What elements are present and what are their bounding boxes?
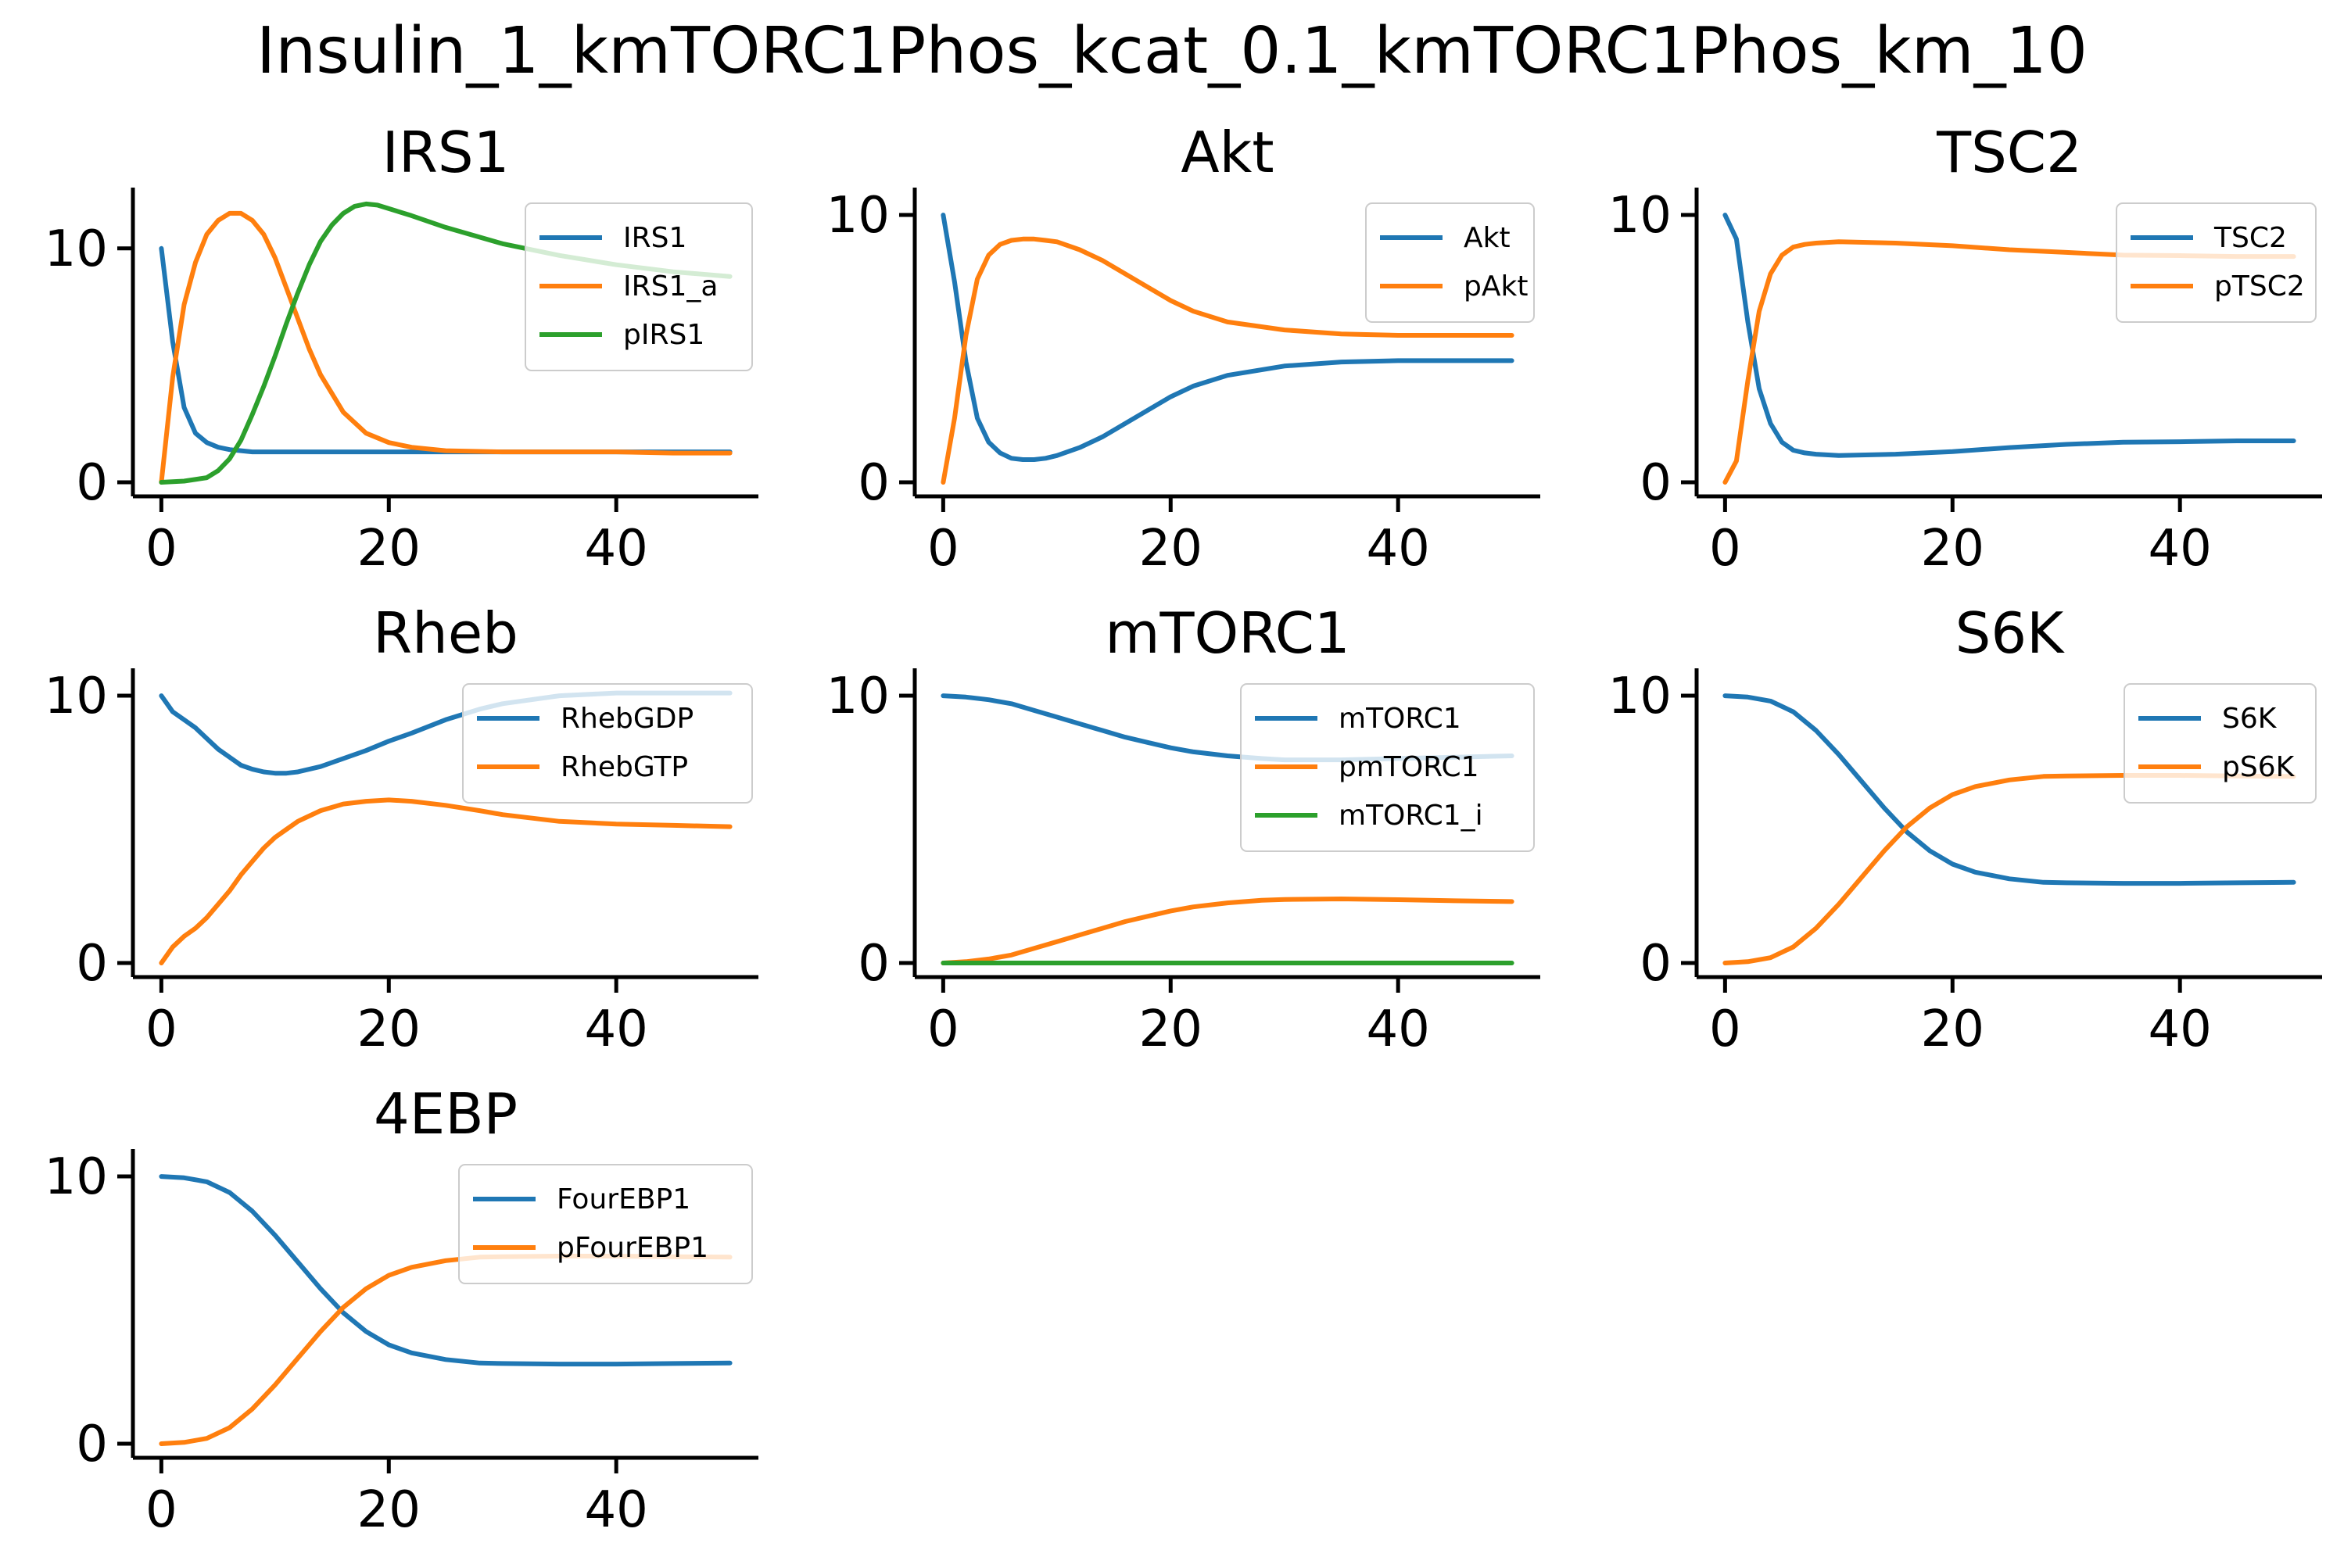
y-tick-label: 10 bbox=[1608, 668, 1672, 725]
series-line-pmtorc1 bbox=[941, 897, 1514, 965]
legend-label-pirs1: pIRS1 bbox=[623, 319, 704, 351]
legend: FourEBP1 pFourEBP1 bbox=[458, 1164, 753, 1284]
y-tick-label: 10 bbox=[45, 1148, 108, 1206]
x-tick-label: 0 bbox=[145, 1001, 177, 1058]
legend-label-akt: Akt bbox=[1464, 222, 1511, 254]
series-line-pirs1 bbox=[159, 201, 733, 485]
legend-label-pfourebp1: pFourEBP1 bbox=[557, 1232, 708, 1264]
legend: Akt pAkt bbox=[1365, 202, 1535, 323]
series-line-tsc2 bbox=[1722, 213, 2296, 458]
y-tick-label: 10 bbox=[826, 668, 890, 725]
series-line-ps6k bbox=[1722, 773, 2296, 965]
subplot-title: mTORC1 bbox=[1105, 600, 1349, 666]
y-tick-label: 0 bbox=[1640, 935, 1672, 993]
legend-label-rhebgdp: RhebGDP bbox=[561, 703, 694, 735]
legend-label-pmtorc1: pmTORC1 bbox=[1339, 751, 1479, 783]
subplot-s6k: S6K 0 20 40 0 10 S6K pS6K bbox=[1608, 600, 2322, 1058]
subplot-title: S6K bbox=[1955, 600, 2066, 666]
legend-label-irs1: IRS1 bbox=[623, 222, 686, 254]
y-tick-label: 0 bbox=[1640, 454, 1672, 512]
subplot-title: 4EBP bbox=[374, 1081, 518, 1147]
subplot-akt: Akt 0 20 40 0 10 Akt pAkt bbox=[826, 120, 1540, 578]
x-tick-label: 20 bbox=[357, 1001, 421, 1058]
legend: mTORC1 pmTORC1 mTORC1_i bbox=[1240, 683, 1535, 852]
y-tick-label: 10 bbox=[826, 187, 890, 245]
y-tick-label: 0 bbox=[76, 1416, 108, 1473]
legend-label-tsc2: TSC2 bbox=[2213, 222, 2287, 254]
subplot-title: Akt bbox=[1181, 120, 1274, 185]
y-tick-label: 0 bbox=[858, 935, 890, 993]
y-tick-label: 10 bbox=[45, 668, 108, 725]
x-tick-label: 40 bbox=[2148, 520, 2211, 578]
subplot-title: Rheb bbox=[373, 600, 518, 666]
subplot-title: TSC2 bbox=[1936, 120, 2082, 185]
y-tick-label: 0 bbox=[858, 454, 890, 512]
legend-label-fourebp1: FourEBP1 bbox=[557, 1183, 690, 1215]
series-line-akt bbox=[941, 213, 1514, 462]
subplot-tsc2: TSC2 0 20 40 0 10 TSC2 pTSC2 bbox=[1608, 120, 2322, 578]
x-tick-label: 40 bbox=[584, 520, 647, 578]
series-line-s6k bbox=[1722, 693, 2296, 886]
figure-title: Insulin_1_kmTORC1Phos_kcat_0.1_kmTORC1Ph… bbox=[256, 14, 2088, 88]
legend-label-irs1_a: IRS1_a bbox=[623, 270, 718, 303]
legend-box bbox=[462, 683, 753, 804]
legend-box bbox=[458, 1164, 753, 1284]
legend-label-rhebgtp: RhebGTP bbox=[561, 751, 688, 783]
subplot-irs1: IRS1 0 20 40 0 10 IRS1 IRS1_a pIRS1 bbox=[45, 120, 758, 578]
legend-label-mtorc1_i: mTORC1_i bbox=[1339, 800, 1483, 832]
x-tick-label: 20 bbox=[1139, 520, 1202, 578]
legend-box bbox=[2116, 202, 2317, 323]
subplot-4ebp: 4EBP 0 20 40 0 10 FourEBP1 pFourEBP1 bbox=[45, 1081, 758, 1539]
series-line-rhebgtp bbox=[159, 797, 733, 965]
x-tick-label: 20 bbox=[1921, 1001, 1984, 1058]
legend: RhebGDP RhebGTP bbox=[462, 683, 753, 804]
legend-label-s6k: S6K bbox=[2222, 703, 2278, 735]
x-tick-label: 20 bbox=[1139, 1001, 1202, 1058]
x-tick-label: 0 bbox=[927, 1001, 959, 1058]
y-tick-label: 0 bbox=[76, 935, 108, 993]
legend-label-mtorc1: mTORC1 bbox=[1339, 703, 1461, 735]
x-tick-label: 0 bbox=[1709, 1001, 1741, 1058]
legend: IRS1 IRS1_a pIRS1 bbox=[525, 202, 753, 371]
x-tick-label: 40 bbox=[1366, 1001, 1429, 1058]
x-tick-label: 0 bbox=[145, 520, 177, 578]
x-tick-label: 0 bbox=[145, 1481, 177, 1539]
legend-box bbox=[2124, 683, 2317, 804]
series-line-fourebp1 bbox=[159, 1174, 733, 1367]
x-tick-label: 0 bbox=[1709, 520, 1741, 578]
subplot-title: IRS1 bbox=[382, 120, 510, 185]
legend-label-ptsc2: pTSC2 bbox=[2214, 270, 2305, 303]
x-tick-label: 40 bbox=[2148, 1001, 2211, 1058]
series-line-pakt bbox=[941, 236, 1514, 485]
x-tick-label: 40 bbox=[1366, 520, 1429, 578]
legend-label-ps6k: pS6K bbox=[2222, 751, 2296, 783]
legend: TSC2 pTSC2 bbox=[2116, 202, 2317, 323]
legend-box bbox=[1240, 683, 1535, 852]
x-tick-label: 20 bbox=[357, 1481, 421, 1539]
legend: S6K pS6K bbox=[2124, 683, 2317, 804]
series-line-irs1_a bbox=[159, 210, 733, 485]
subplot-mtorc1: mTORC1 0 20 40 0 10 mTORC1 pmTORC1 mTORC1_i bbox=[826, 600, 1540, 1058]
y-tick-label: 10 bbox=[1608, 187, 1672, 245]
legend-box bbox=[525, 202, 753, 371]
x-tick-label: 0 bbox=[927, 520, 959, 578]
x-tick-label: 40 bbox=[584, 1001, 647, 1058]
x-tick-label: 20 bbox=[357, 520, 421, 578]
y-tick-label: 0 bbox=[76, 454, 108, 512]
x-tick-label: 40 bbox=[584, 1481, 647, 1539]
subplot-rheb: Rheb 0 20 40 0 10 RhebGDP RhebGTP bbox=[45, 600, 758, 1058]
x-tick-label: 20 bbox=[1921, 520, 1984, 578]
legend-box bbox=[1365, 202, 1535, 323]
legend-label-pakt: pAkt bbox=[1464, 270, 1528, 303]
y-tick-label: 10 bbox=[45, 220, 108, 278]
